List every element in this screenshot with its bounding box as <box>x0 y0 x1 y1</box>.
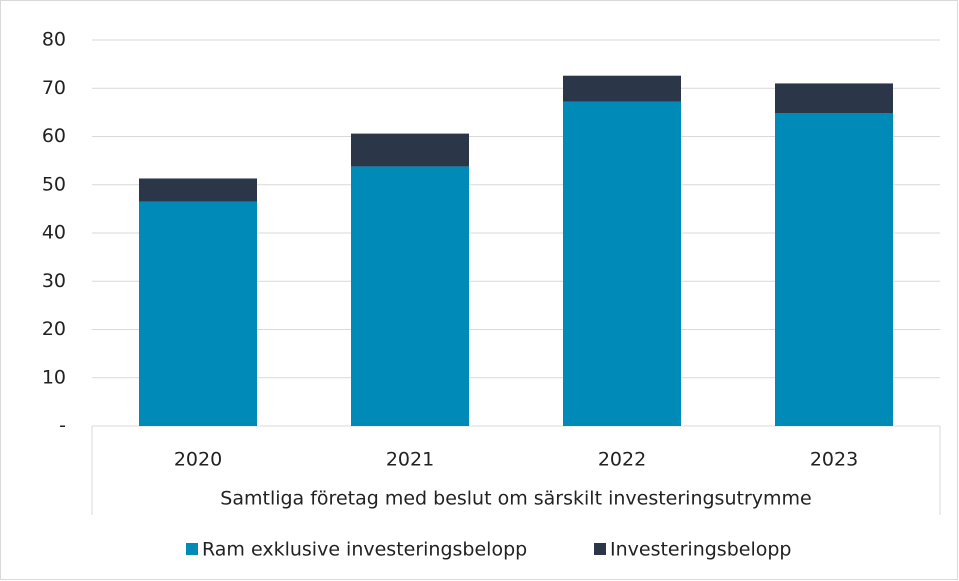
legend-swatch <box>186 543 198 555</box>
y-tick-label: 60 <box>42 125 66 147</box>
bar-segment <box>351 166 469 427</box>
legend-label: Ram exklusive investeringsbelopp <box>202 539 527 561</box>
bar-segment <box>563 101 681 426</box>
bar-segment <box>775 113 893 426</box>
x-tick-label: 2023 <box>810 449 858 471</box>
legend-swatch <box>594 543 606 555</box>
y-tick-label: 80 <box>42 29 66 51</box>
y-tick-label: 70 <box>42 77 66 99</box>
y-tick-label: 50 <box>42 173 66 195</box>
bar-segment <box>139 201 257 426</box>
y-tick-label: 40 <box>42 222 66 244</box>
bar-segment <box>139 178 257 202</box>
x-tick-label: 2021 <box>386 449 434 471</box>
bar-segment <box>563 75 681 102</box>
y-tick-label: 30 <box>42 270 66 292</box>
bar-segment <box>351 133 469 167</box>
legend-label: Investeringsbelopp <box>610 539 791 561</box>
x-tick-label: 2022 <box>598 449 646 471</box>
x-axis-label: Samtliga företag med beslut om särskilt … <box>220 488 811 510</box>
y-tick-label: 20 <box>42 318 66 340</box>
bar-segment <box>775 83 893 114</box>
x-tick-label: 2020 <box>174 449 222 471</box>
y-tick-label: - <box>59 415 66 437</box>
y-tick-label: 10 <box>42 366 66 388</box>
